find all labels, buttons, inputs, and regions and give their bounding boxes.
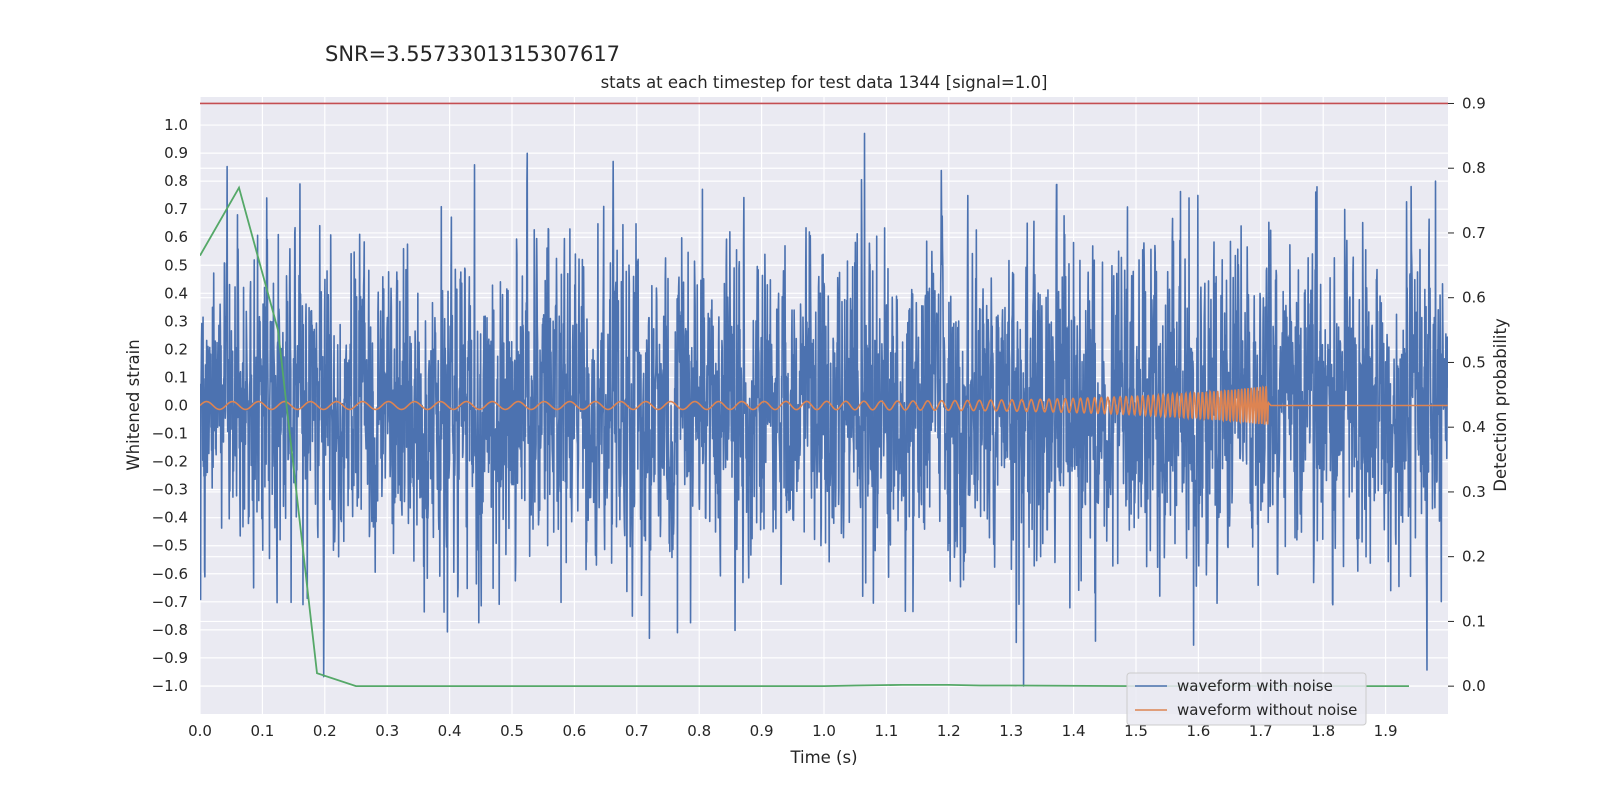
y-right-tick-label: 0.7: [1462, 224, 1486, 242]
y-left-tick-label: 0.7: [164, 200, 188, 218]
y-left-tick-label: −0.8: [152, 621, 188, 639]
x-tick-label: 0.0: [188, 722, 212, 740]
y-right-tick-label: 0.6: [1462, 289, 1486, 307]
y-left-tick-label: −0.3: [152, 481, 188, 499]
legend-label-noisy: waveform with noise: [1177, 677, 1333, 695]
x-tick-label: 1.2: [937, 722, 961, 740]
y-left-tick-label: 0.3: [164, 312, 188, 330]
x-tick-label: 0.1: [250, 722, 274, 740]
y-right-tick-labels: 0.9 0.8 0.7 0.6 0.5 0.4 0.3 0.2 0.1 0.0: [1448, 94, 1486, 695]
y-right-tick-label: 0.3: [1462, 483, 1486, 501]
x-tick-label: 1.4: [1062, 722, 1086, 740]
y-left-tick-label: −0.1: [152, 425, 188, 443]
series-waveform-with-noise: [200, 132, 1448, 687]
y-left-tick-label: −0.9: [152, 649, 188, 667]
y-left-tick-label: −0.4: [152, 509, 188, 527]
x-tick-label: 1.3: [999, 722, 1023, 740]
snr-annotation: SNR=3.5573301315307617: [325, 42, 620, 66]
x-tick-label: 1.1: [874, 722, 898, 740]
y-left-tick-label: 1.0: [164, 116, 188, 134]
x-axis-label: Time (s): [789, 748, 857, 767]
x-tick-label: 1.5: [1124, 722, 1148, 740]
legend: waveform with noise waveform without noi…: [1126, 672, 1367, 726]
x-tick-label: 0.6: [562, 722, 586, 740]
series-layer: [200, 102, 1448, 688]
y-left-tick-labels: 1.0 0.9 0.8 0.7 0.6 0.5 0.4 0.3 0.2 0.1 0.0 −0.1 −0.…: [152, 116, 188, 695]
y-right-tick-label: 0.8: [1462, 159, 1486, 177]
y-left-tick-label: 0.8: [164, 172, 188, 190]
y-left-tick-label: −0.2: [152, 453, 188, 471]
legend-label-clean: waveform without noise: [1177, 701, 1357, 719]
x-tick-label: 1.9: [1374, 722, 1398, 740]
x-tick-label: 0.4: [438, 722, 462, 740]
chart-title: stats at each timestep for test data 134…: [601, 73, 1048, 92]
y-left-tick-label: −0.6: [152, 565, 188, 583]
y-left-tick-label: 0.1: [164, 368, 188, 386]
x-tick-label: 1.7: [1249, 722, 1273, 740]
x-tick-label: 0.9: [750, 722, 774, 740]
y-right-axis-label: Detection probability: [1491, 318, 1510, 492]
y-left-tick-label: −0.5: [152, 537, 188, 555]
y-right-tick-label: 0.9: [1462, 94, 1486, 112]
series-detection-probability: [200, 185, 1409, 688]
y-left-tick-label: 0.9: [164, 144, 188, 162]
x-tick-label: 0.7: [625, 722, 649, 740]
y-right-tick-label: 0.4: [1462, 418, 1486, 436]
series-waveform-without-noise: [200, 385, 1448, 425]
y-left-tick-label: 0.5: [164, 256, 188, 274]
x-tick-label: 1.0: [812, 722, 836, 740]
y-left-tick-label: 0.2: [164, 340, 188, 358]
y-left-tick-label: −1.0: [152, 677, 188, 695]
y-left-tick-label: 0.4: [164, 284, 188, 302]
y-right-tick-label: 0.0: [1462, 677, 1486, 695]
y-left-tick-label: 0.6: [164, 228, 188, 246]
x-tick-label: 1.8: [1311, 722, 1335, 740]
x-tick-labels: 0.0 0.1 0.2 0.3 0.4 0.5 0.6 0.7 0.8 0.9 1.0 1.1 1.2 1…: [188, 722, 1397, 740]
x-tick-label: 0.3: [375, 722, 399, 740]
legend-box: [1126, 672, 1367, 726]
x-tick-label: 0.5: [500, 722, 524, 740]
y-left-tick-label: 0.0: [164, 397, 188, 415]
y-right-tick-label: 0.5: [1462, 353, 1486, 371]
x-tick-label: 1.6: [1186, 722, 1210, 740]
y-right-tick-label: 0.1: [1462, 612, 1486, 630]
x-tick-label: 0.8: [687, 722, 711, 740]
y-left-axis-label: Whitened strain: [124, 339, 143, 470]
x-tick-label: 0.2: [313, 722, 337, 740]
y-right-tick-label: 0.2: [1462, 548, 1486, 566]
y-left-tick-label: −0.7: [152, 593, 188, 611]
